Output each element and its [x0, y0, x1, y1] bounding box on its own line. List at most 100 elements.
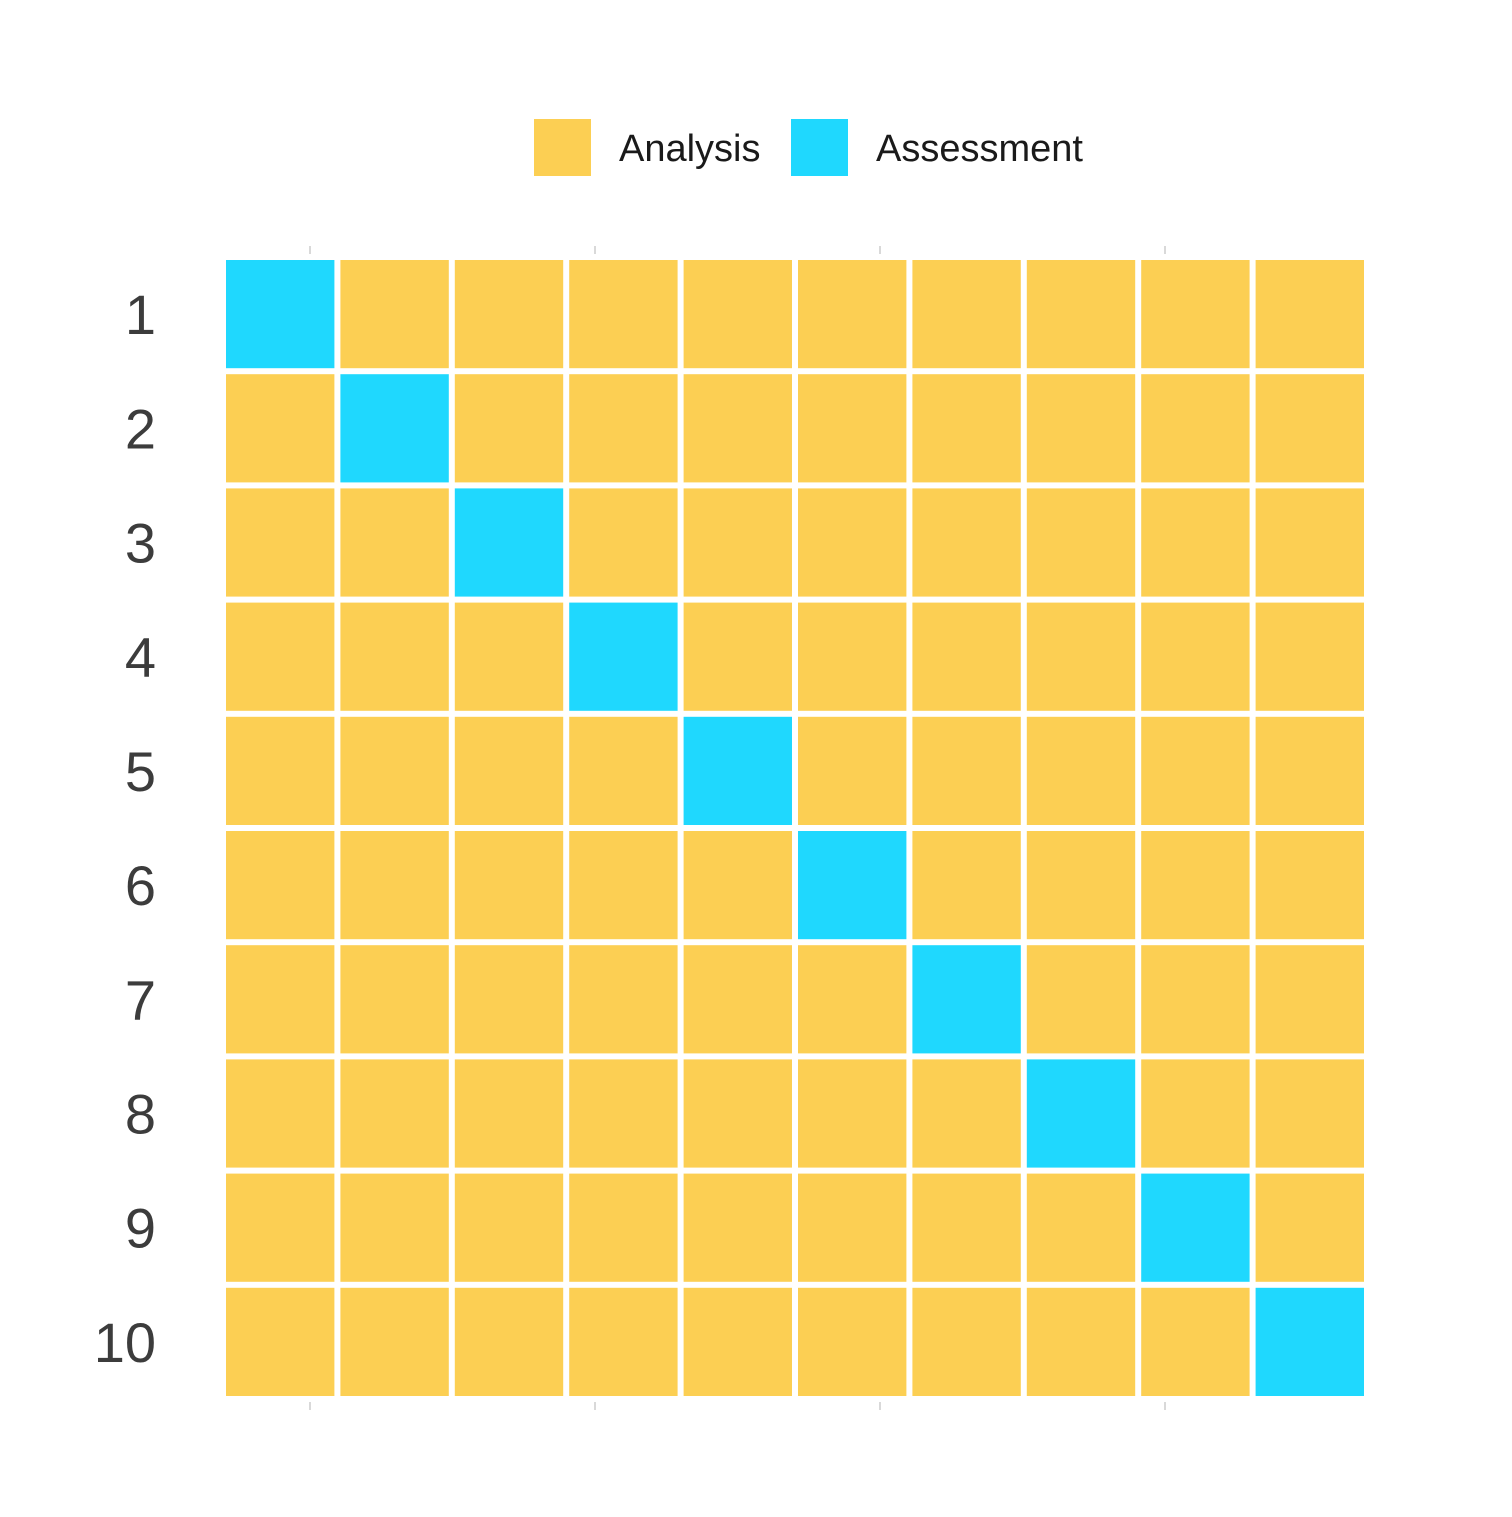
heatmap-cell-r10-c9-analysis: [1141, 1287, 1250, 1396]
row-label-6: 6: [125, 854, 156, 917]
heatmap-cell-r4-c3-analysis: [454, 602, 564, 711]
heatmap-cell-r5-c10-analysis: [1255, 716, 1364, 825]
heatmap-cell-r2-c4-analysis: [569, 374, 678, 483]
heatmap-cell-r2-c3-analysis: [454, 374, 564, 483]
heatmap-cell-r3-c5-analysis: [683, 488, 792, 597]
heatmap-cell-r1-c6-analysis: [798, 260, 907, 369]
heatmap-cell-r3-c8-analysis: [1026, 488, 1136, 597]
heatmap-cell-r2-c8-analysis: [1026, 374, 1136, 483]
heatmap-cell-r6-c8-analysis: [1026, 831, 1136, 940]
heatmap-cell-r4-c1-analysis: [226, 602, 335, 711]
heatmap-cell-r5-c8-analysis: [1026, 716, 1136, 825]
heatmap-cell-r8-c1-analysis: [226, 1059, 335, 1168]
row-label-9: 9: [125, 1197, 156, 1260]
heatmap-cell-r1-c1-assessment: [226, 260, 335, 369]
heatmap-cell-r3-c7-analysis: [912, 488, 1021, 597]
heatmap-cell-r9-c4-analysis: [569, 1173, 678, 1282]
heatmap-cell-r5-c5-assessment: [683, 716, 792, 825]
heatmap-cell-r5-c6-analysis: [798, 716, 907, 825]
heatmap-cell-r10-c6-analysis: [798, 1287, 907, 1396]
heatmap-cell-r4-c5-analysis: [683, 602, 792, 711]
heatmap-cell-r5-c2-analysis: [340, 716, 449, 825]
heatmap-cell-r1-c5-analysis: [683, 260, 792, 369]
row-label-8: 8: [125, 1083, 156, 1146]
heatmap-cell-r9-c9-assessment: [1141, 1173, 1250, 1282]
heatmap-cell-r4-c2-analysis: [340, 602, 449, 711]
heatmap-cell-r6-c6-assessment: [798, 831, 907, 940]
heatmap-cell-r5-c9-analysis: [1141, 716, 1250, 825]
heatmap-cell-r7-c9-analysis: [1141, 945, 1250, 1054]
heatmap-cell-r10-c4-analysis: [569, 1287, 678, 1396]
row-label-7: 7: [125, 968, 156, 1031]
heatmap-cell-r3-c9-analysis: [1141, 488, 1250, 597]
heatmap-cell-r6-c4-analysis: [569, 831, 678, 940]
heatmap-cell-r3-c1-analysis: [226, 488, 335, 597]
row-label-3: 3: [125, 512, 156, 575]
heatmap-cell-r10-c10-assessment: [1255, 1287, 1364, 1396]
legend-label-analysis: Analysis: [619, 128, 761, 170]
heatmap-cell-r1-c8-analysis: [1026, 260, 1136, 369]
heatmap-cell-r8-c2-analysis: [340, 1059, 449, 1168]
heatmap-cell-r9-c1-analysis: [226, 1173, 335, 1282]
legend-label-assessment: Assessment: [876, 128, 1083, 170]
heatmap-cell-r4-c4-assessment: [569, 602, 678, 711]
heatmap-cell-r7-c3-analysis: [454, 945, 564, 1054]
heatmap-cell-r7-c2-analysis: [340, 945, 449, 1054]
heatmap-cell-r4-c6-analysis: [798, 602, 907, 711]
heatmap-cell-r6-c2-analysis: [340, 831, 449, 940]
heatmap-cell-r6-c9-analysis: [1141, 831, 1250, 940]
heatmap-cell-r5-c7-analysis: [912, 716, 1021, 825]
row-label-10: 10: [94, 1311, 156, 1374]
heatmap-cell-r8-c4-analysis: [569, 1059, 678, 1168]
heatmap-cell-r3-c3-assessment: [454, 488, 564, 597]
heatmap-cell-r10-c3-analysis: [454, 1287, 564, 1396]
heatmap-cell-r8-c8-assessment: [1026, 1059, 1136, 1168]
heatmap-cell-r9-c8-analysis: [1026, 1173, 1136, 1282]
heatmap-cell-r8-c5-analysis: [683, 1059, 792, 1168]
row-label-5: 5: [125, 740, 156, 803]
heatmap-cell-r9-c7-analysis: [912, 1173, 1021, 1282]
heatmap-cell-r10-c7-analysis: [912, 1287, 1021, 1396]
legend: Analysis Assessment: [534, 119, 1083, 176]
legend-swatch-analysis: [534, 119, 591, 176]
heatmap-cell-r1-c3-analysis: [454, 260, 564, 369]
heatmap-cell-r6-c10-analysis: [1255, 831, 1364, 940]
heatmap-cell-r9-c3-analysis: [454, 1173, 564, 1282]
heatmap-cell-r2-c9-analysis: [1141, 374, 1250, 483]
heatmap-cell-r3-c6-analysis: [798, 488, 907, 597]
row-label-4: 4: [125, 626, 156, 689]
heatmap-cell-r2-c7-analysis: [912, 374, 1021, 483]
heatmap-cell-r1-c10-analysis: [1255, 260, 1364, 369]
heatmap-cell-r7-c7-assessment: [912, 945, 1021, 1054]
heatmap-cell-r3-c10-analysis: [1255, 488, 1364, 597]
legend-swatch-assessment: [791, 119, 848, 176]
heatmap-cell-r4-c10-analysis: [1255, 602, 1364, 711]
heatmap-cell-r1-c4-analysis: [569, 260, 678, 369]
heatmap-cell-r4-c7-analysis: [912, 602, 1021, 711]
heatmap-cell-r8-c3-analysis: [454, 1059, 564, 1168]
heatmap-cell-r9-c5-analysis: [683, 1173, 792, 1282]
heatmap-cell-r2-c10-analysis: [1255, 374, 1364, 483]
heatmap-cell-r7-c5-analysis: [683, 945, 792, 1054]
heatmap-cell-r7-c10-analysis: [1255, 945, 1364, 1054]
heatmap-cell-r8-c7-analysis: [912, 1059, 1021, 1168]
heatmap-cell-r3-c4-analysis: [569, 488, 678, 597]
heatmap-cell-r6-c5-analysis: [683, 831, 792, 940]
heatmap-cell-r4-c9-analysis: [1141, 602, 1250, 711]
heatmap-cell-r10-c8-analysis: [1026, 1287, 1136, 1396]
heatmap-cell-r9-c10-analysis: [1255, 1173, 1364, 1282]
heatmap-cell-r6-c3-analysis: [454, 831, 564, 940]
row-label-1: 1: [125, 283, 156, 346]
heatmap-cell-r10-c5-analysis: [683, 1287, 792, 1396]
heatmap-cell-r4-c8-analysis: [1026, 602, 1136, 711]
heatmap-cell-r10-c1-analysis: [226, 1287, 335, 1396]
heatmap-cell-r2-c5-analysis: [683, 374, 792, 483]
heatmap-cell-r5-c1-analysis: [226, 716, 335, 825]
row-label-2: 2: [125, 397, 156, 460]
heatmap-cell-r10-c2-analysis: [340, 1287, 449, 1396]
heatmap-cell-r5-c3-analysis: [454, 716, 564, 825]
heatmap-cell-r1-c9-analysis: [1141, 260, 1250, 369]
heatmap-cell-r9-c2-analysis: [340, 1173, 449, 1282]
heatmap-cell-r6-c1-analysis: [226, 831, 335, 940]
x-axis-ticks: [309, 246, 1166, 1410]
